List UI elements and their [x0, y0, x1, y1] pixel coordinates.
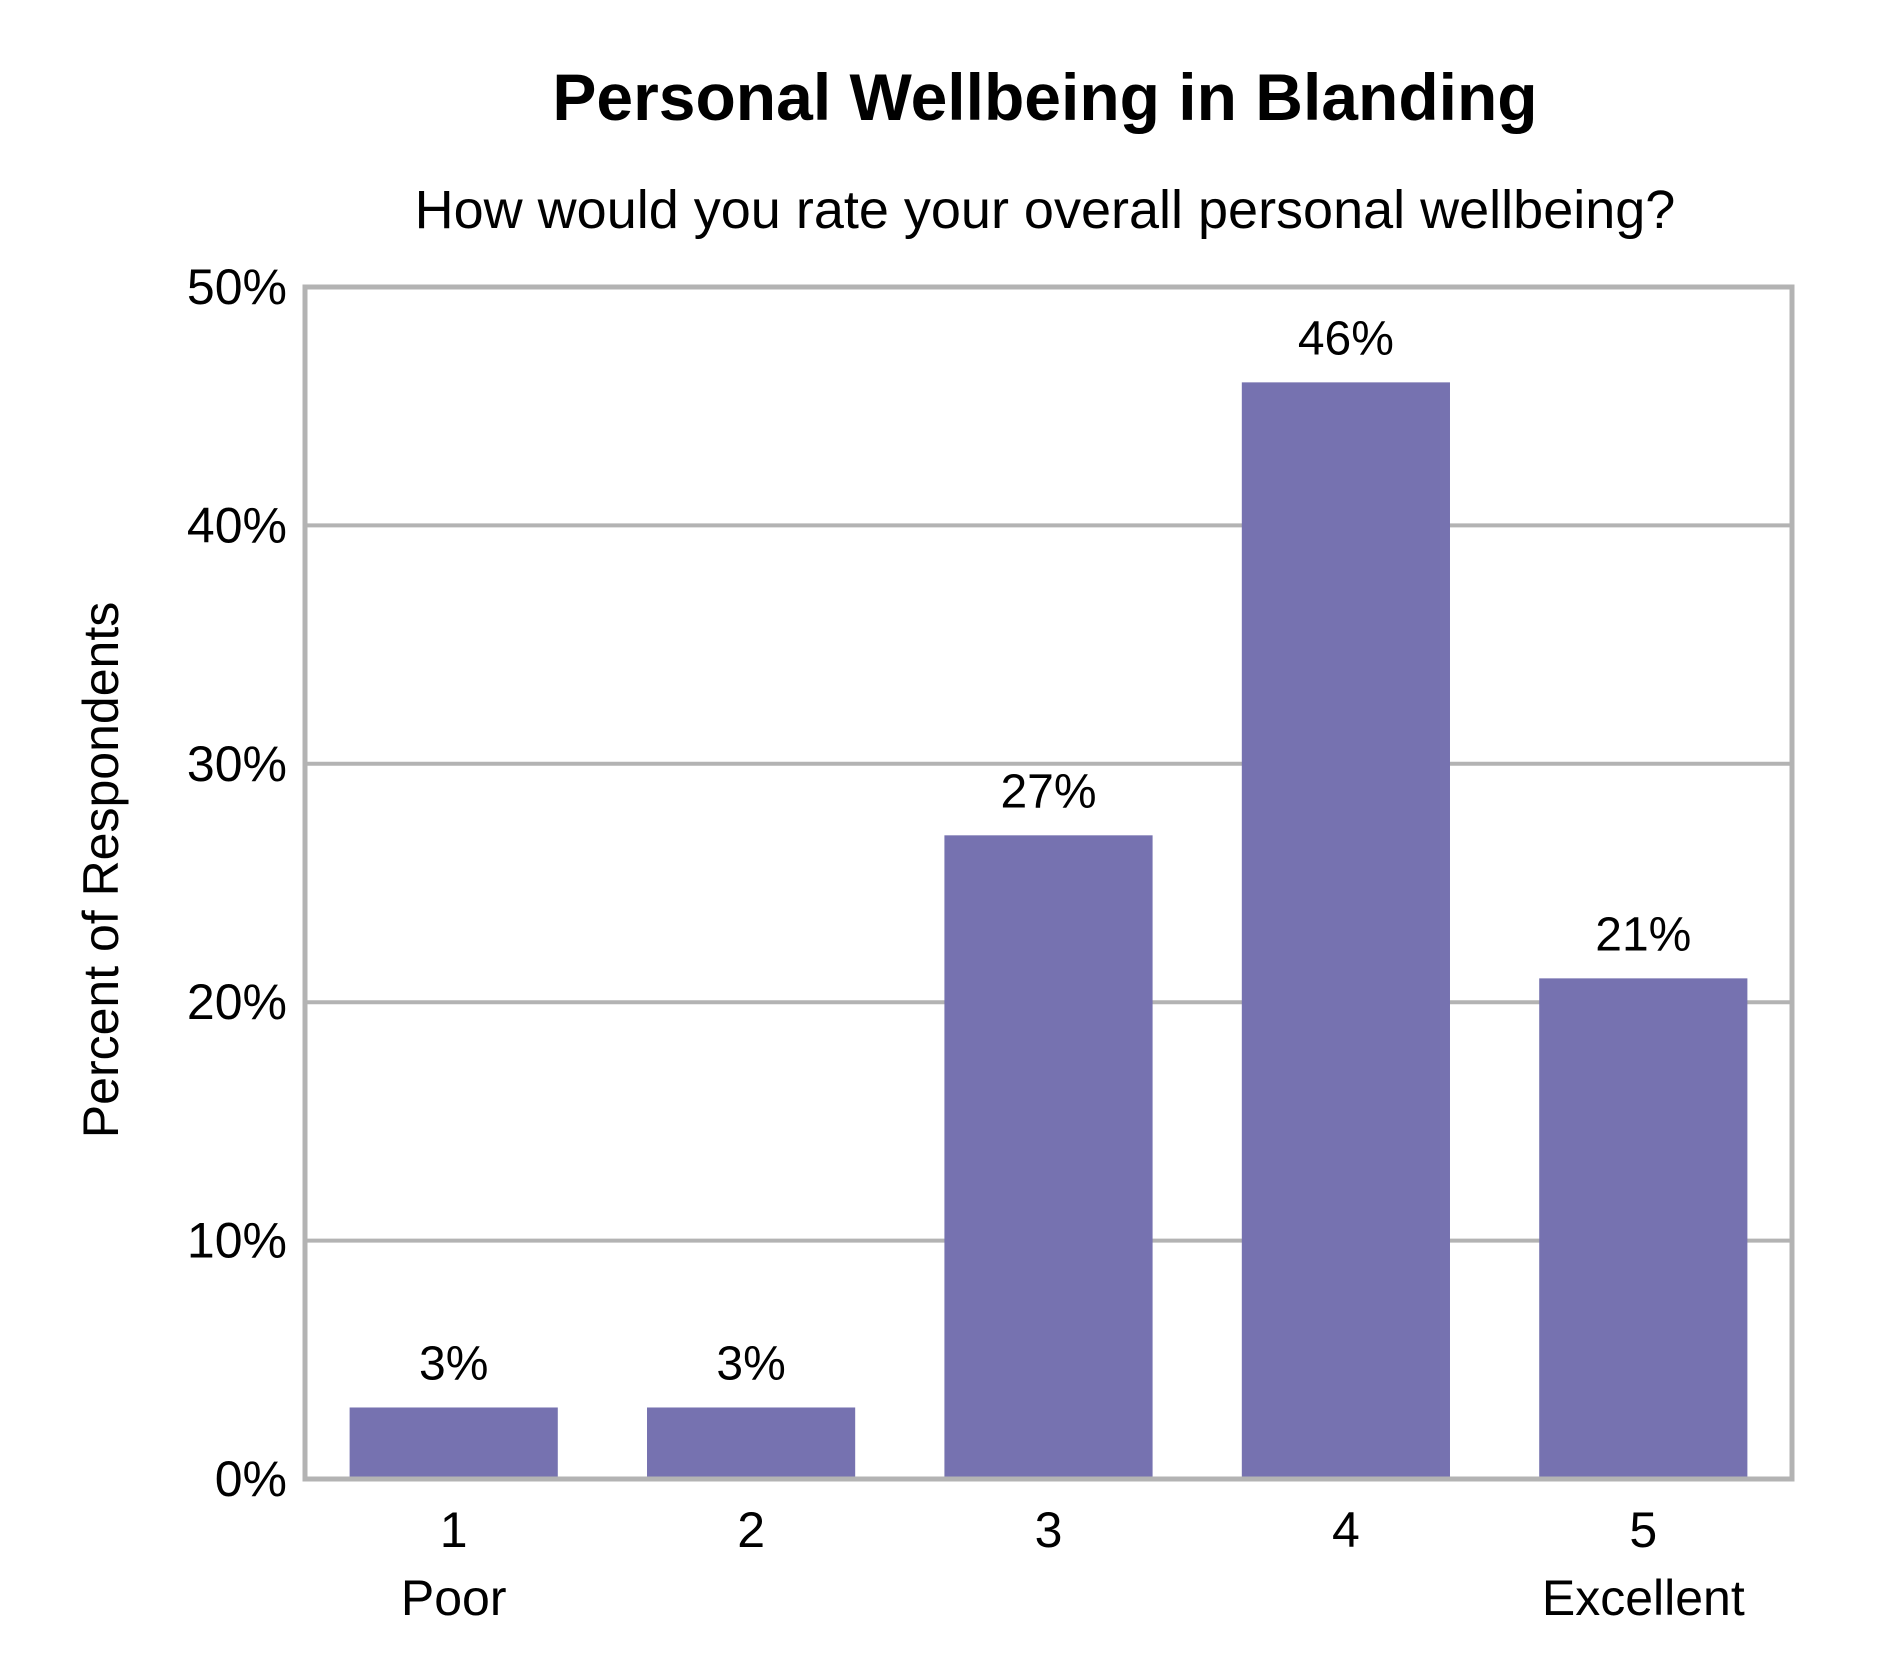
- bar: [1241, 382, 1450, 1479]
- bars: [349, 382, 1748, 1479]
- data-label: 3%: [716, 1337, 785, 1390]
- bar: [944, 835, 1153, 1479]
- bar: [1539, 978, 1748, 1479]
- data-labels: 3% 3% 27% 46% 21%: [419, 312, 1691, 1390]
- x-tick-label: 4: [1332, 1502, 1360, 1558]
- y-tick-label: 50%: [187, 259, 287, 315]
- x-tick-sublabel: Excellent: [1542, 1570, 1745, 1626]
- plot-border: [302, 284, 1795, 1482]
- x-axis-ticks: 1 Poor 2 3 4 5 Excellent: [401, 1502, 1745, 1626]
- y-tick-label: 20%: [187, 974, 287, 1030]
- y-tick-label: 40%: [187, 497, 287, 553]
- x-tick-label: 5: [1629, 1502, 1657, 1558]
- data-label: 21%: [1595, 908, 1691, 961]
- x-tick-label: 1: [440, 1502, 468, 1558]
- data-label: 46%: [1298, 312, 1394, 365]
- y-tick-label: 30%: [187, 736, 287, 792]
- x-tick-sublabel: Poor: [401, 1570, 507, 1626]
- y-tick-label: 10%: [187, 1213, 287, 1269]
- chart-title: Personal Wellbeing in Blanding: [552, 60, 1537, 134]
- y-tick-label: 0%: [215, 1451, 287, 1507]
- y-axis-title: Percent of Respondents: [73, 602, 129, 1138]
- bar: [647, 1407, 856, 1479]
- data-label: 27%: [1000, 765, 1096, 818]
- bar: [349, 1407, 558, 1479]
- x-tick-label: 3: [1035, 1502, 1063, 1558]
- plot-frame: [302, 284, 1795, 1482]
- y-axis-ticks: 0% 10% 20% 30% 40% 50%: [187, 259, 287, 1507]
- x-tick-label: 2: [737, 1502, 765, 1558]
- data-label: 3%: [419, 1337, 488, 1390]
- chart-subtitle: How would you rate your overall personal…: [415, 180, 1676, 240]
